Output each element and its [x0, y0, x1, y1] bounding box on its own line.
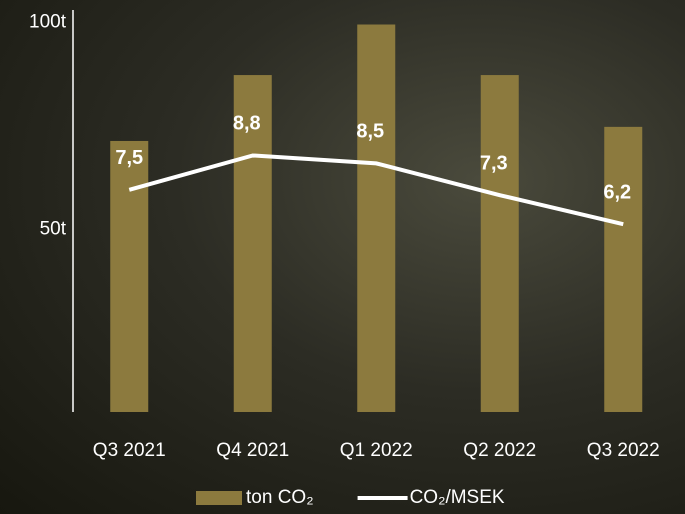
legend-label: CO₂/MSEK	[410, 487, 505, 508]
data-label: 7,5	[115, 147, 143, 169]
y-tick-label: 100t	[29, 11, 67, 32]
data-label: 8,5	[356, 121, 384, 143]
data-label: 6,2	[603, 182, 631, 204]
bar	[110, 140, 149, 413]
x-tick-label: Q2 2022	[463, 440, 536, 461]
bar	[604, 126, 643, 412]
y-tick-label: 50t	[40, 219, 67, 240]
data-label: 7,3	[480, 152, 508, 174]
bar	[233, 75, 272, 412]
bar	[480, 75, 519, 412]
x-tick-label: Q1 2022	[340, 440, 413, 461]
legend-label: ton CO₂	[246, 487, 314, 508]
x-tick-label: Q3 2022	[587, 440, 660, 461]
data-label: 8,8	[233, 113, 261, 135]
bar	[357, 24, 396, 412]
line	[128, 153, 624, 227]
legend-swatch	[196, 491, 242, 505]
x-tick-label: Q4 2021	[216, 440, 289, 461]
x-tick-label: Q3 2021	[93, 440, 166, 461]
